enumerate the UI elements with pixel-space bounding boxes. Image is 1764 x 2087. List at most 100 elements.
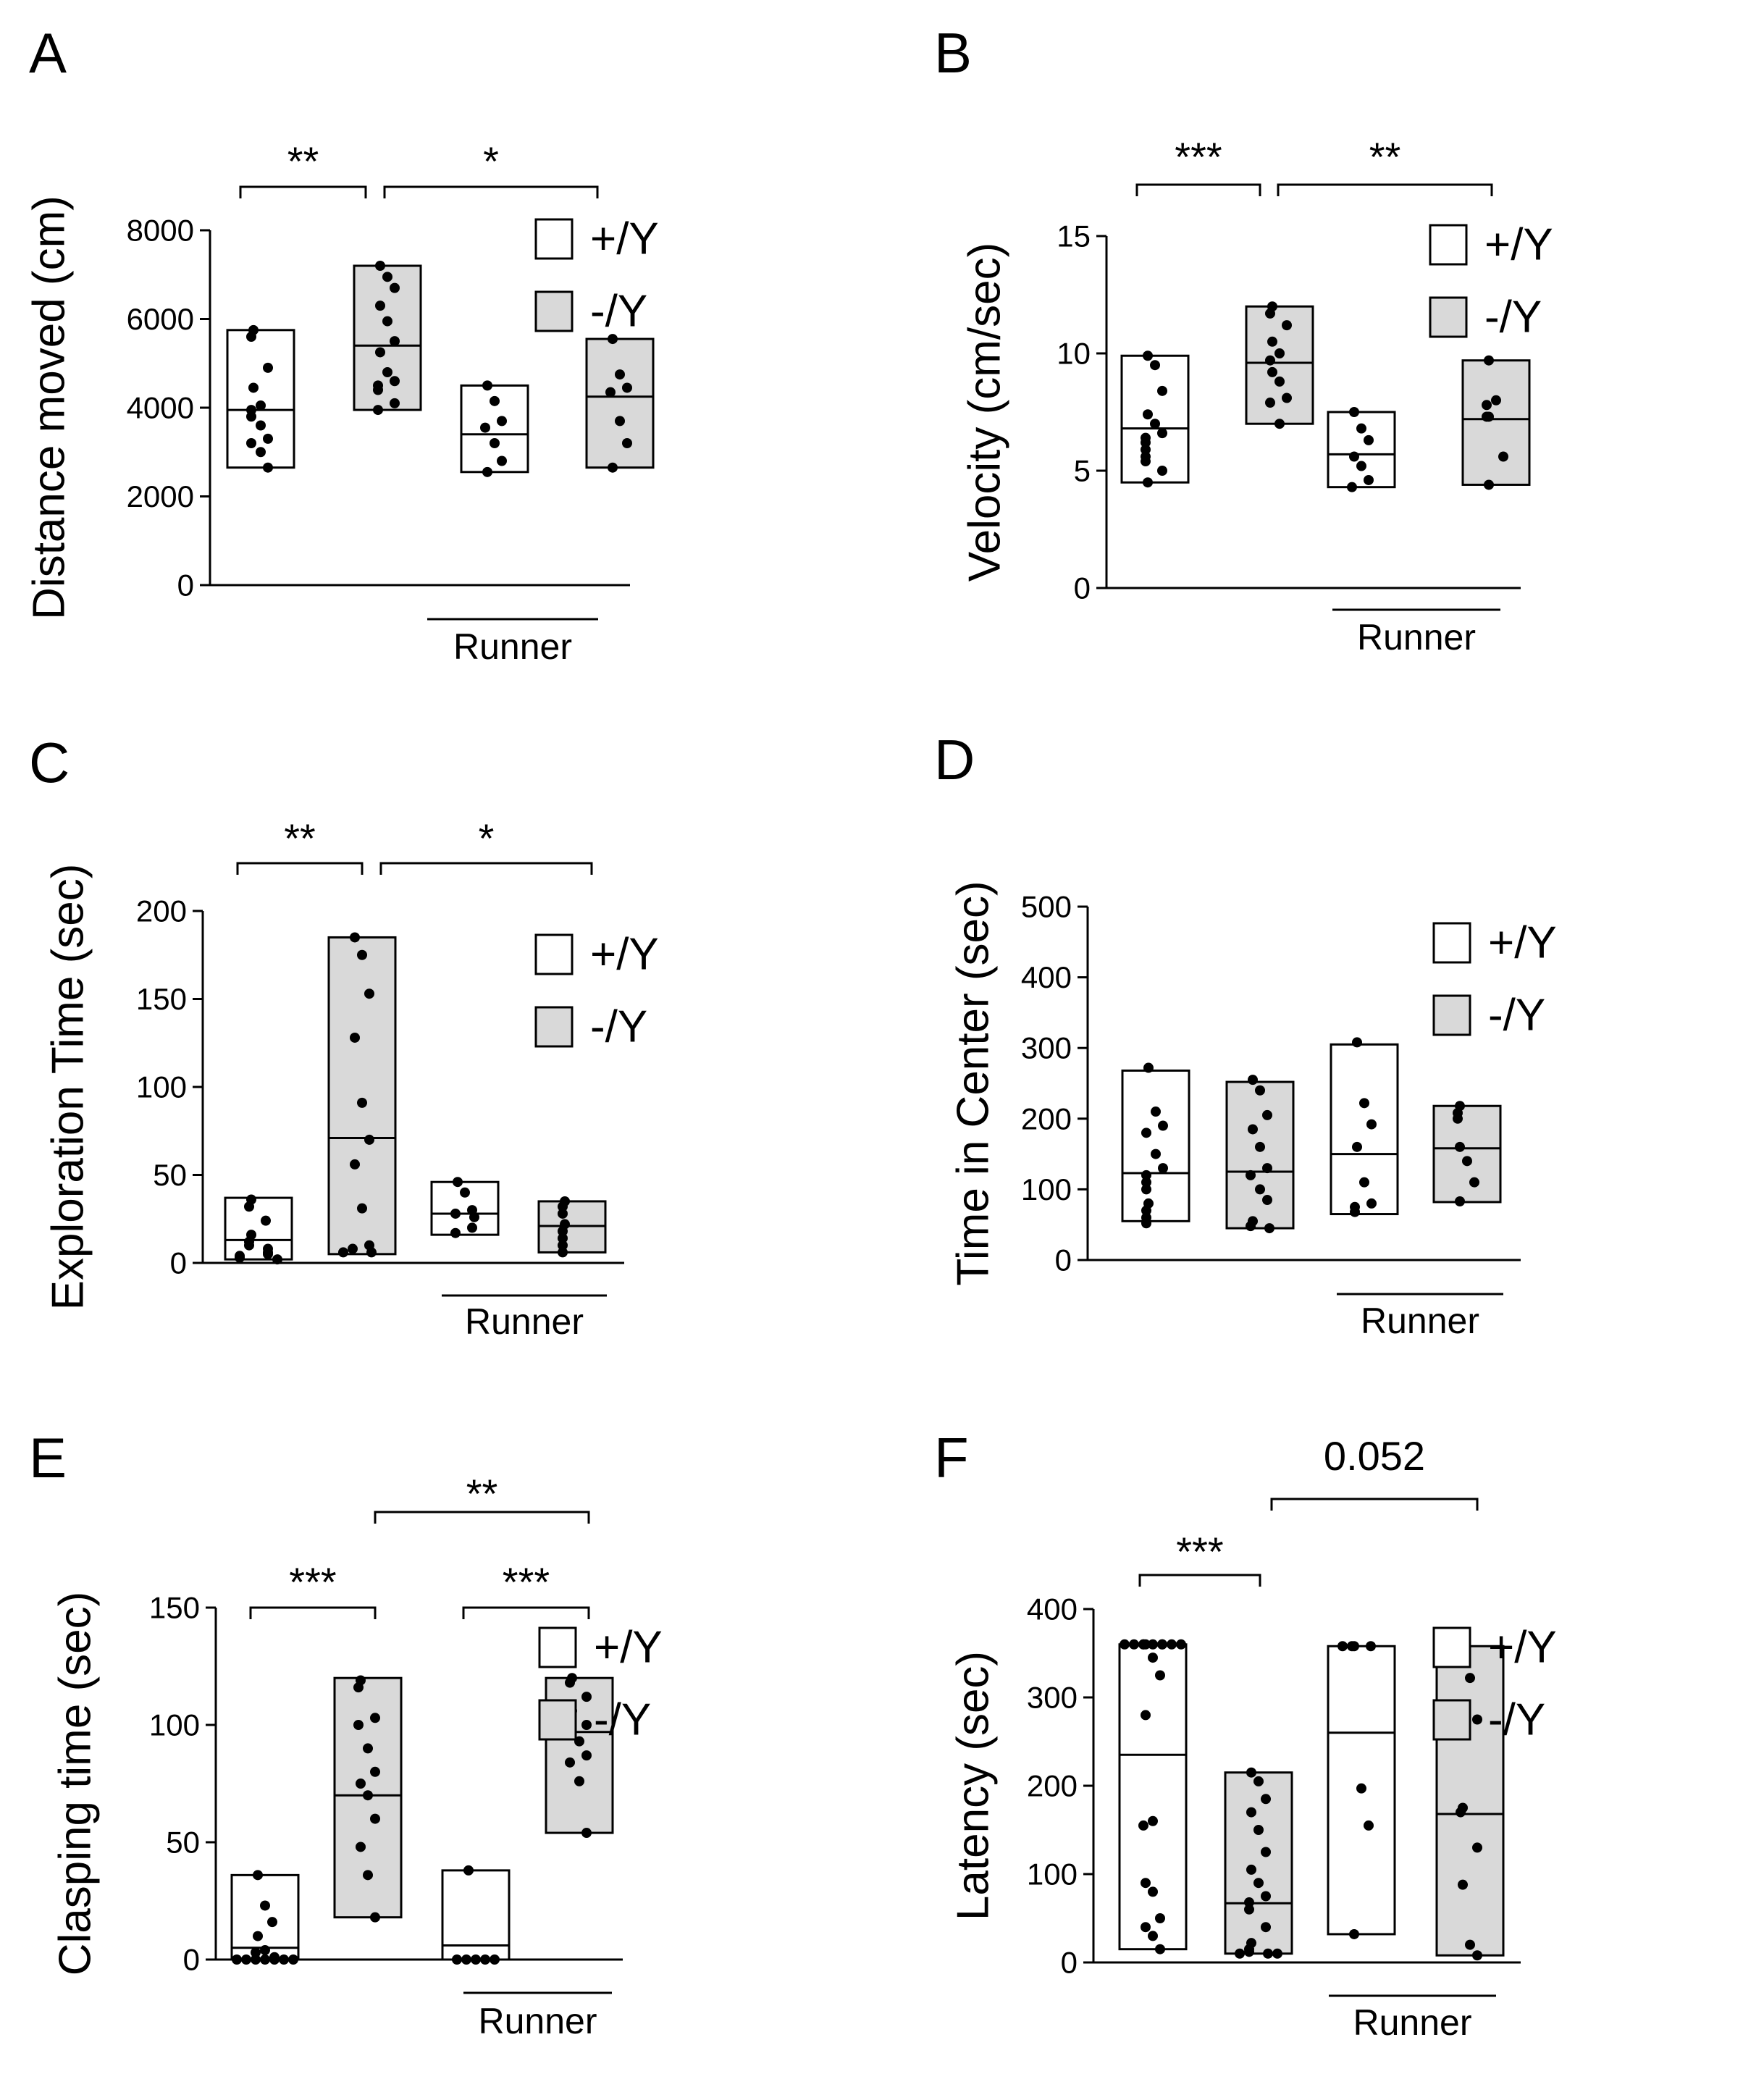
data-point [558, 1240, 568, 1251]
box-2 [1245, 305, 1314, 425]
data-point [1120, 1639, 1130, 1650]
data-point [375, 261, 385, 271]
significance-label: ** [287, 138, 319, 184]
data-point [1356, 1783, 1366, 1794]
legend-label: +/Y [594, 1623, 663, 1673]
legend-swatch [538, 1626, 577, 1668]
data-point [574, 1776, 584, 1786]
data-point [460, 1187, 470, 1198]
data-point [1265, 355, 1275, 366]
legend-label: -/Y [1488, 991, 1545, 1041]
data-point [1157, 1639, 1167, 1650]
data-point [370, 1766, 380, 1777]
data-point [1465, 1673, 1475, 1684]
legend-label: +/Y [1484, 220, 1553, 270]
significance-bracket [236, 862, 364, 875]
y-tick-label: 0 [177, 568, 194, 602]
legend-label: -/Y [590, 1002, 647, 1052]
data-point [246, 332, 256, 342]
data-point [390, 336, 400, 347]
data-point [353, 1682, 364, 1693]
data-point [615, 416, 625, 427]
data-point [364, 1134, 374, 1145]
y-axis-label: Distance moved (cm) [25, 196, 75, 620]
data-point [1244, 1897, 1254, 1908]
data-point [350, 1032, 360, 1043]
box-1 [226, 329, 295, 469]
data-point [269, 1954, 280, 1965]
y-axis-label: Velocity (cm/sec) [960, 243, 1010, 582]
runner-label: Runner [465, 1301, 584, 1342]
data-point [469, 1212, 479, 1222]
y-axis-label: Clasping time (sec) [51, 1592, 101, 1976]
y-tick-label: 100 [136, 1070, 187, 1104]
box-1 [1118, 1643, 1188, 1951]
y-tick-label: 15 [1057, 219, 1091, 253]
y-tick-label: 500 [1021, 890, 1072, 924]
data-point [463, 1865, 474, 1876]
data-point [235, 1252, 245, 1263]
data-point [615, 369, 625, 380]
data-point [1253, 1878, 1264, 1889]
data-point [1150, 419, 1160, 429]
data-point [370, 1713, 380, 1723]
significance-label: ** [1369, 134, 1401, 180]
y-tick-label: 2000 [127, 479, 194, 513]
data-point [1176, 1639, 1186, 1650]
y-tick-label: 300 [1021, 1031, 1072, 1065]
data-point [450, 1227, 461, 1238]
significance-label: ** [284, 815, 316, 861]
data-point [1141, 1205, 1151, 1216]
data-point [1141, 1710, 1151, 1721]
data-point [482, 466, 492, 477]
runner-label: Runner [1361, 1301, 1479, 1341]
data-point [244, 1201, 254, 1212]
data-point [467, 1222, 477, 1233]
y-tick-label: 0 [1055, 1243, 1072, 1277]
y-tick-label: 200 [1027, 1769, 1078, 1803]
data-point [370, 1813, 380, 1824]
y-tick-label: 0 [1061, 1946, 1078, 1980]
data-point [370, 1912, 380, 1923]
data-point [622, 438, 632, 448]
y-tick-label: 400 [1021, 960, 1072, 994]
data-point [1274, 376, 1285, 387]
data-point [1455, 1196, 1465, 1206]
data-point [1129, 1639, 1139, 1650]
data-point [1261, 1891, 1271, 1902]
significance-bracket [239, 185, 367, 198]
data-point [1265, 308, 1275, 319]
data-point [1244, 1947, 1254, 1957]
data-point [1141, 1218, 1151, 1229]
data-point [244, 1240, 254, 1251]
significance-label: * [479, 815, 495, 861]
box-2 [1224, 1771, 1293, 1955]
data-point [1482, 411, 1492, 422]
data-point [1472, 1714, 1482, 1725]
y-tick-label: 6000 [127, 302, 194, 336]
data-point [248, 382, 259, 393]
data-point [1141, 1177, 1151, 1188]
data-point [246, 438, 256, 448]
data-point [375, 347, 385, 358]
data-point [338, 1247, 348, 1258]
data-point [453, 1177, 463, 1188]
data-point [1264, 1223, 1274, 1234]
runner-label: Runner [479, 2001, 597, 2041]
legend-label: +/Y [590, 930, 659, 980]
legend-swatch [534, 1006, 574, 1048]
data-point [357, 1097, 367, 1108]
data-point [1366, 1198, 1377, 1209]
y-tick-label: 400 [1027, 1592, 1078, 1626]
data-point [263, 433, 273, 444]
data-point [348, 1243, 358, 1254]
data-point [1462, 1156, 1472, 1167]
data-point [565, 1677, 575, 1688]
data-point [1143, 409, 1153, 420]
data-point [1274, 419, 1285, 429]
data-point [1143, 1062, 1154, 1073]
legend-swatch [1429, 296, 1468, 338]
